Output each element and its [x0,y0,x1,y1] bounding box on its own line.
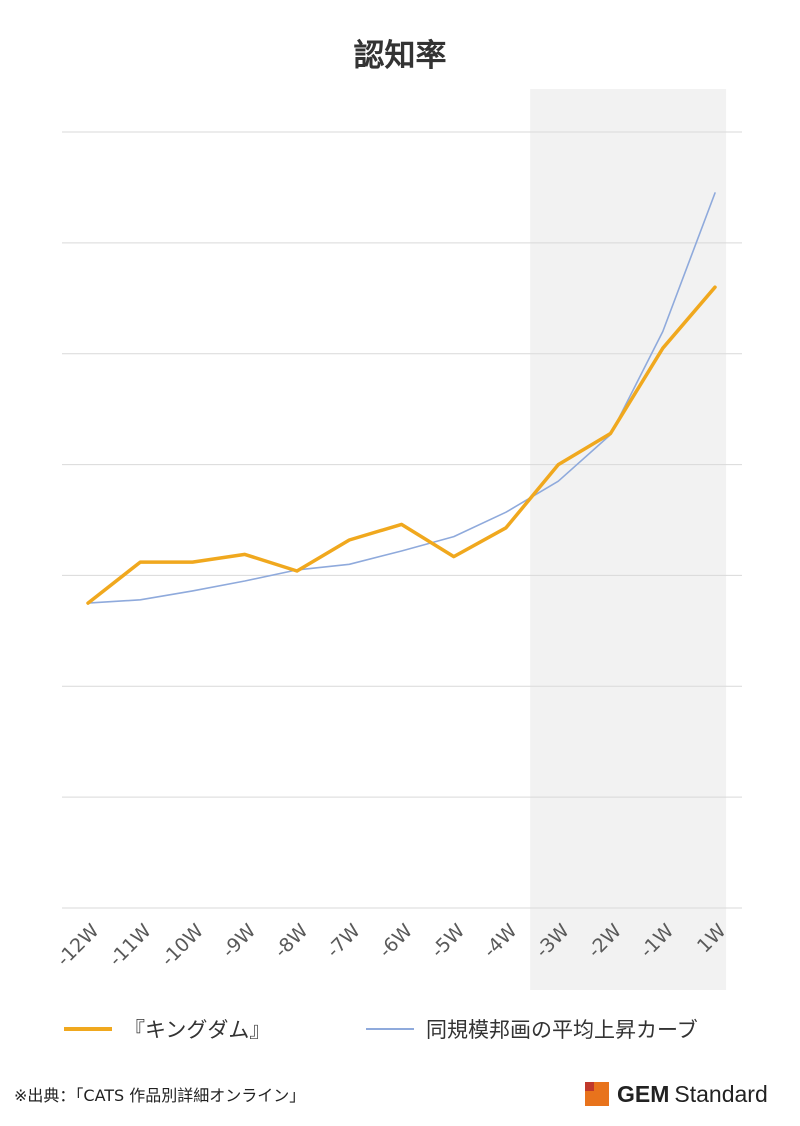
highlight-region [530,89,727,990]
x-tick-label: -8W [270,920,312,962]
brand-mark-corner [585,1082,594,1091]
legend-label-kingdom: 『キングダム』 [124,1018,271,1042]
x-tick-label: -12W [53,920,104,971]
chart-title: 認知率 [354,38,447,74]
x-tick-label: -9W [218,920,260,962]
brand-logo: GEM Standard [585,1078,768,1110]
legend-swatch-kingdom [64,1027,112,1031]
series-line-kingdom [86,285,717,605]
source-note: ※出典：「CATS 作品別詳細オンライン」 [14,1086,306,1105]
line-chart: -12W -11W -10W -9W -8W -7W -6W -5W -4W -3W -2W -1W 1… [53,38,742,990]
x-tick-label: -6W [375,920,417,962]
brand-mark-icon [585,1082,609,1106]
x-tick-label: -5W [427,920,469,962]
legend-label-average-curve: 同規模邦画の平均上昇カーブ [426,1018,698,1042]
brand-name-light: Standard [674,1080,768,1107]
x-tick-label: -10W [157,920,208,971]
legend: 『キングダム』 同規模邦画の平均上昇カーブ [0,1012,800,1046]
legend-swatch-average-curve [366,1028,414,1030]
x-tick-label: -7W [322,920,364,962]
x-tick-label: -4W [479,920,521,962]
brand-name-strong: GEM [617,1080,670,1107]
legend-item-average-curve: 同規模邦画の平均上昇カーブ [366,1012,698,1046]
legend-item-kingdom: 『キングダム』 [64,1012,270,1046]
series-lines [86,192,717,605]
x-tick-label: -11W [105,920,156,971]
gridlines [62,131,742,909]
